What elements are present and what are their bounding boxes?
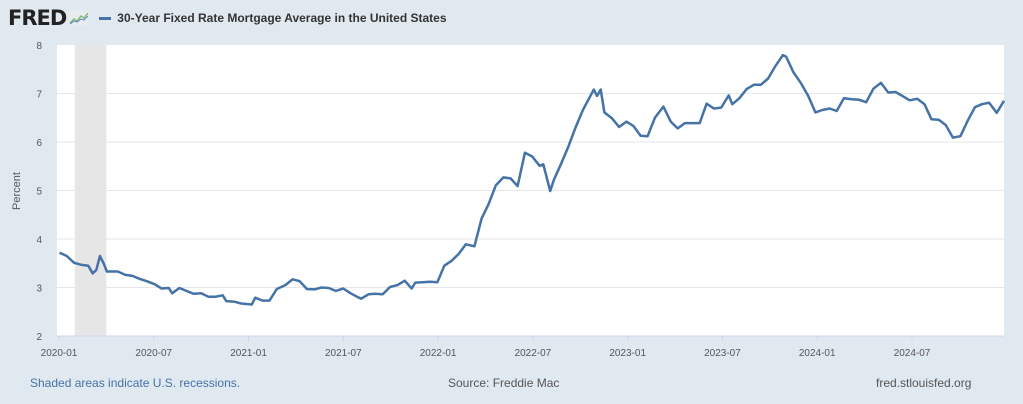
recession-note: Shaded areas indicate U.S. recessions. (30, 376, 241, 390)
x-tick-label: 2020-07 (135, 348, 172, 359)
y-tick-label: 4 (36, 235, 42, 246)
chart-header: FRED 30-Year Fixed Rate Mortgage Average… (8, 6, 447, 30)
y-tick-label: 2 (36, 332, 42, 343)
fred-logo[interactable]: FRED (8, 5, 67, 30)
y-tick-label: 5 (36, 187, 42, 198)
x-tick-label: 2021-01 (230, 348, 267, 359)
x-tick-label: 2024-01 (799, 348, 836, 359)
x-tick-label: 2024-07 (894, 348, 931, 359)
x-tick-label: 2023-01 (609, 348, 646, 359)
legend-label[interactable]: 30-Year Fixed Rate Mortgage Average in t… (117, 11, 447, 25)
source-note: Source: Freddie Mac (448, 376, 560, 390)
x-tick-label: 2023-07 (704, 348, 741, 359)
x-tick-label: 2020-01 (41, 348, 78, 359)
y-axis-label: Percent (11, 172, 23, 210)
trend-chart-icon (69, 10, 90, 26)
y-tick-label: 8 (36, 41, 42, 52)
legend-swatch (99, 16, 112, 20)
y-tick-label: 7 (36, 90, 42, 101)
x-tick-label: 2022-07 (515, 348, 552, 359)
y-tick-label: 6 (36, 138, 42, 149)
site-link[interactable]: fred.stlouisfed.org (876, 376, 972, 390)
y-tick-label: 3 (36, 284, 42, 295)
legend: 30-Year Fixed Rate Mortgage Average in t… (99, 11, 447, 25)
x-tick-label: 2021-07 (325, 348, 362, 359)
x-tick-label: 2022-01 (420, 348, 457, 359)
